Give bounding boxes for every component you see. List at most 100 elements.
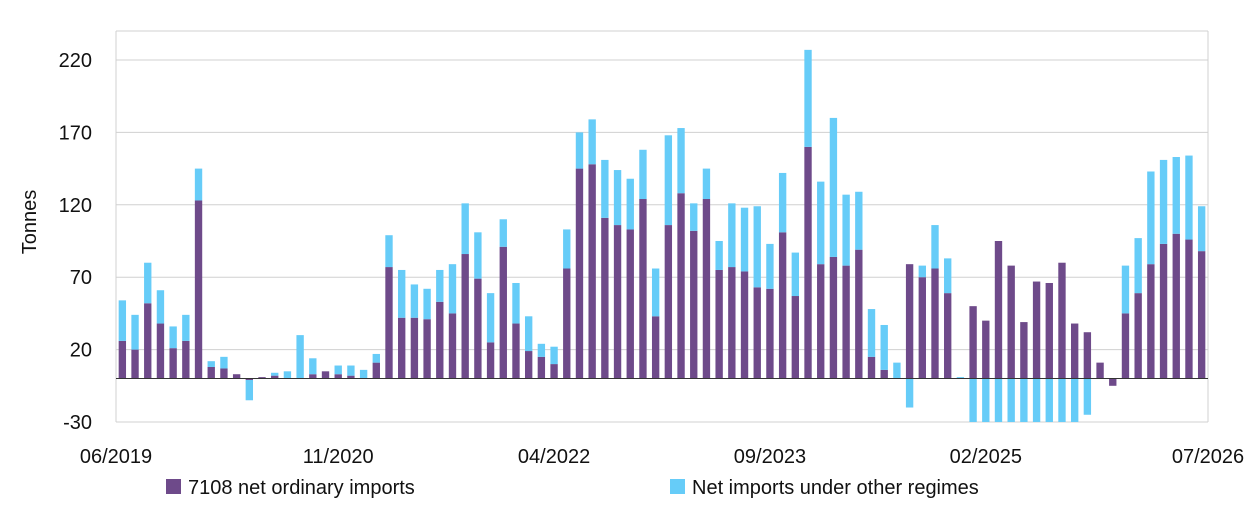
y-tick-label: 170	[59, 122, 92, 144]
bar-other-regimes	[410, 284, 419, 318]
bar-ordinary-imports	[690, 230, 698, 379]
bar-other-regimes	[778, 172, 787, 233]
bar-ordinary-imports	[651, 316, 660, 379]
legend-swatch	[670, 479, 685, 494]
bar-ordinary-imports	[1134, 293, 1142, 379]
legend-label: 7108 net ordinary imports	[188, 477, 415, 499]
bar-other-regimes	[220, 356, 228, 369]
bar-other-regimes	[677, 128, 685, 194]
bar-other-regimes	[893, 362, 901, 379]
bar-other-regimes	[1020, 378, 1028, 422]
bar-other-regimes	[423, 288, 431, 320]
y-tick-label: 220	[59, 50, 92, 72]
bar-ordinary-imports	[944, 293, 952, 379]
bar-other-regimes	[690, 203, 698, 231]
bar-other-regimes	[512, 282, 520, 324]
bar-other-regimes	[486, 293, 495, 343]
y-tick-labels: -30 20 70 120 170 220	[59, 50, 92, 434]
bar-other-regimes	[766, 243, 774, 289]
bar-ordinary-imports	[537, 356, 546, 379]
bar-other-regimes	[296, 335, 304, 379]
bar-other-regimes	[626, 178, 634, 230]
bars	[118, 49, 1206, 422]
bar-ordinary-imports	[855, 249, 863, 379]
bar-other-regimes	[639, 149, 647, 200]
bar-other-regimes	[702, 168, 711, 200]
bar-other-regimes	[1070, 378, 1079, 422]
bar-other-regimes	[1032, 378, 1041, 422]
bar-ordinary-imports	[448, 313, 457, 379]
bar-other-regimes	[474, 232, 482, 279]
bar-ordinary-imports	[804, 146, 812, 379]
bar-other-regimes	[550, 346, 558, 365]
gridlines	[115, 30, 1209, 423]
bar-ordinary-imports	[232, 374, 241, 379]
bar-other-regimes	[1045, 378, 1053, 422]
bar-other-regimes	[448, 264, 457, 314]
bar-other-regimes	[1134, 238, 1142, 294]
bar-other-regimes	[499, 219, 507, 247]
bar-other-regimes	[347, 365, 355, 376]
bar-ordinary-imports	[715, 269, 723, 379]
bar-ordinary-imports	[1096, 362, 1104, 379]
bar-ordinary-imports	[1147, 264, 1155, 379]
x-tick-label: 09/2023	[734, 446, 806, 468]
bar-other-regimes	[207, 361, 215, 367]
bar-ordinary-imports	[474, 278, 482, 379]
bar-ordinary-imports	[1083, 332, 1092, 379]
x-tick-labels: 06/2019 11/2020 04/2022 09/2023 02/2025 07/20…	[80, 446, 1244, 468]
bar-ordinary-imports	[131, 349, 139, 379]
bar-ordinary-imports	[321, 371, 330, 379]
bar-other-regimes	[817, 181, 825, 265]
bar-other-regimes	[334, 365, 342, 375]
bar-other-regimes	[372, 353, 380, 363]
bar-ordinary-imports	[1121, 313, 1130, 379]
bar-other-regimes	[791, 252, 800, 297]
bar-ordinary-imports	[385, 267, 393, 379]
bar-other-regimes	[461, 203, 469, 255]
bar-ordinary-imports	[867, 356, 876, 379]
bar-ordinary-imports	[817, 264, 825, 379]
bar-other-regimes	[829, 117, 838, 257]
bar-ordinary-imports	[626, 229, 634, 379]
bar-ordinary-imports	[791, 296, 800, 379]
bar-ordinary-imports	[372, 362, 380, 379]
bar-other-regimes	[740, 207, 749, 272]
bar-other-regimes	[804, 49, 812, 147]
bar-ordinary-imports	[778, 232, 787, 379]
bar-other-regimes	[753, 206, 761, 288]
bar-other-regimes	[931, 225, 939, 269]
bar-ordinary-imports	[931, 268, 939, 379]
bar-other-regimes	[715, 241, 723, 270]
legend-swatch	[166, 479, 181, 494]
x-tick-label: 07/2026	[1172, 446, 1244, 468]
bar-ordinary-imports	[309, 374, 317, 379]
bar-other-regimes	[905, 378, 914, 408]
bar-other-regimes	[842, 194, 850, 266]
bar-other-regimes	[1083, 378, 1092, 415]
bar-ordinary-imports	[194, 200, 203, 379]
bar-ordinary-imports	[499, 246, 507, 379]
bar-ordinary-imports	[1058, 262, 1066, 379]
bar-ordinary-imports	[601, 217, 609, 379]
x-tick-label: 02/2025	[950, 446, 1022, 468]
x-tick-label: 04/2022	[518, 446, 590, 468]
bar-other-regimes	[169, 326, 177, 349]
legend: 7108 net ordinary imports Net imports und…	[166, 477, 979, 499]
bar-ordinary-imports	[969, 306, 977, 379]
bar-other-regimes	[385, 235, 393, 268]
bar-ordinary-imports	[156, 323, 165, 379]
bar-ordinary-imports	[144, 303, 152, 379]
bar-other-regimes	[563, 229, 571, 269]
bar-ordinary-imports	[702, 199, 711, 379]
bar-other-regimes	[1121, 265, 1130, 314]
bar-ordinary-imports	[1159, 243, 1168, 379]
x-tick-label: 06/2019	[80, 446, 152, 468]
bar-ordinary-imports	[766, 288, 774, 379]
bar-other-regimes	[245, 380, 254, 401]
bar-ordinary-imports	[1109, 378, 1117, 386]
bar-other-regimes	[944, 258, 952, 294]
bar-other-regimes	[867, 309, 876, 357]
bar-ordinary-imports	[842, 265, 850, 379]
